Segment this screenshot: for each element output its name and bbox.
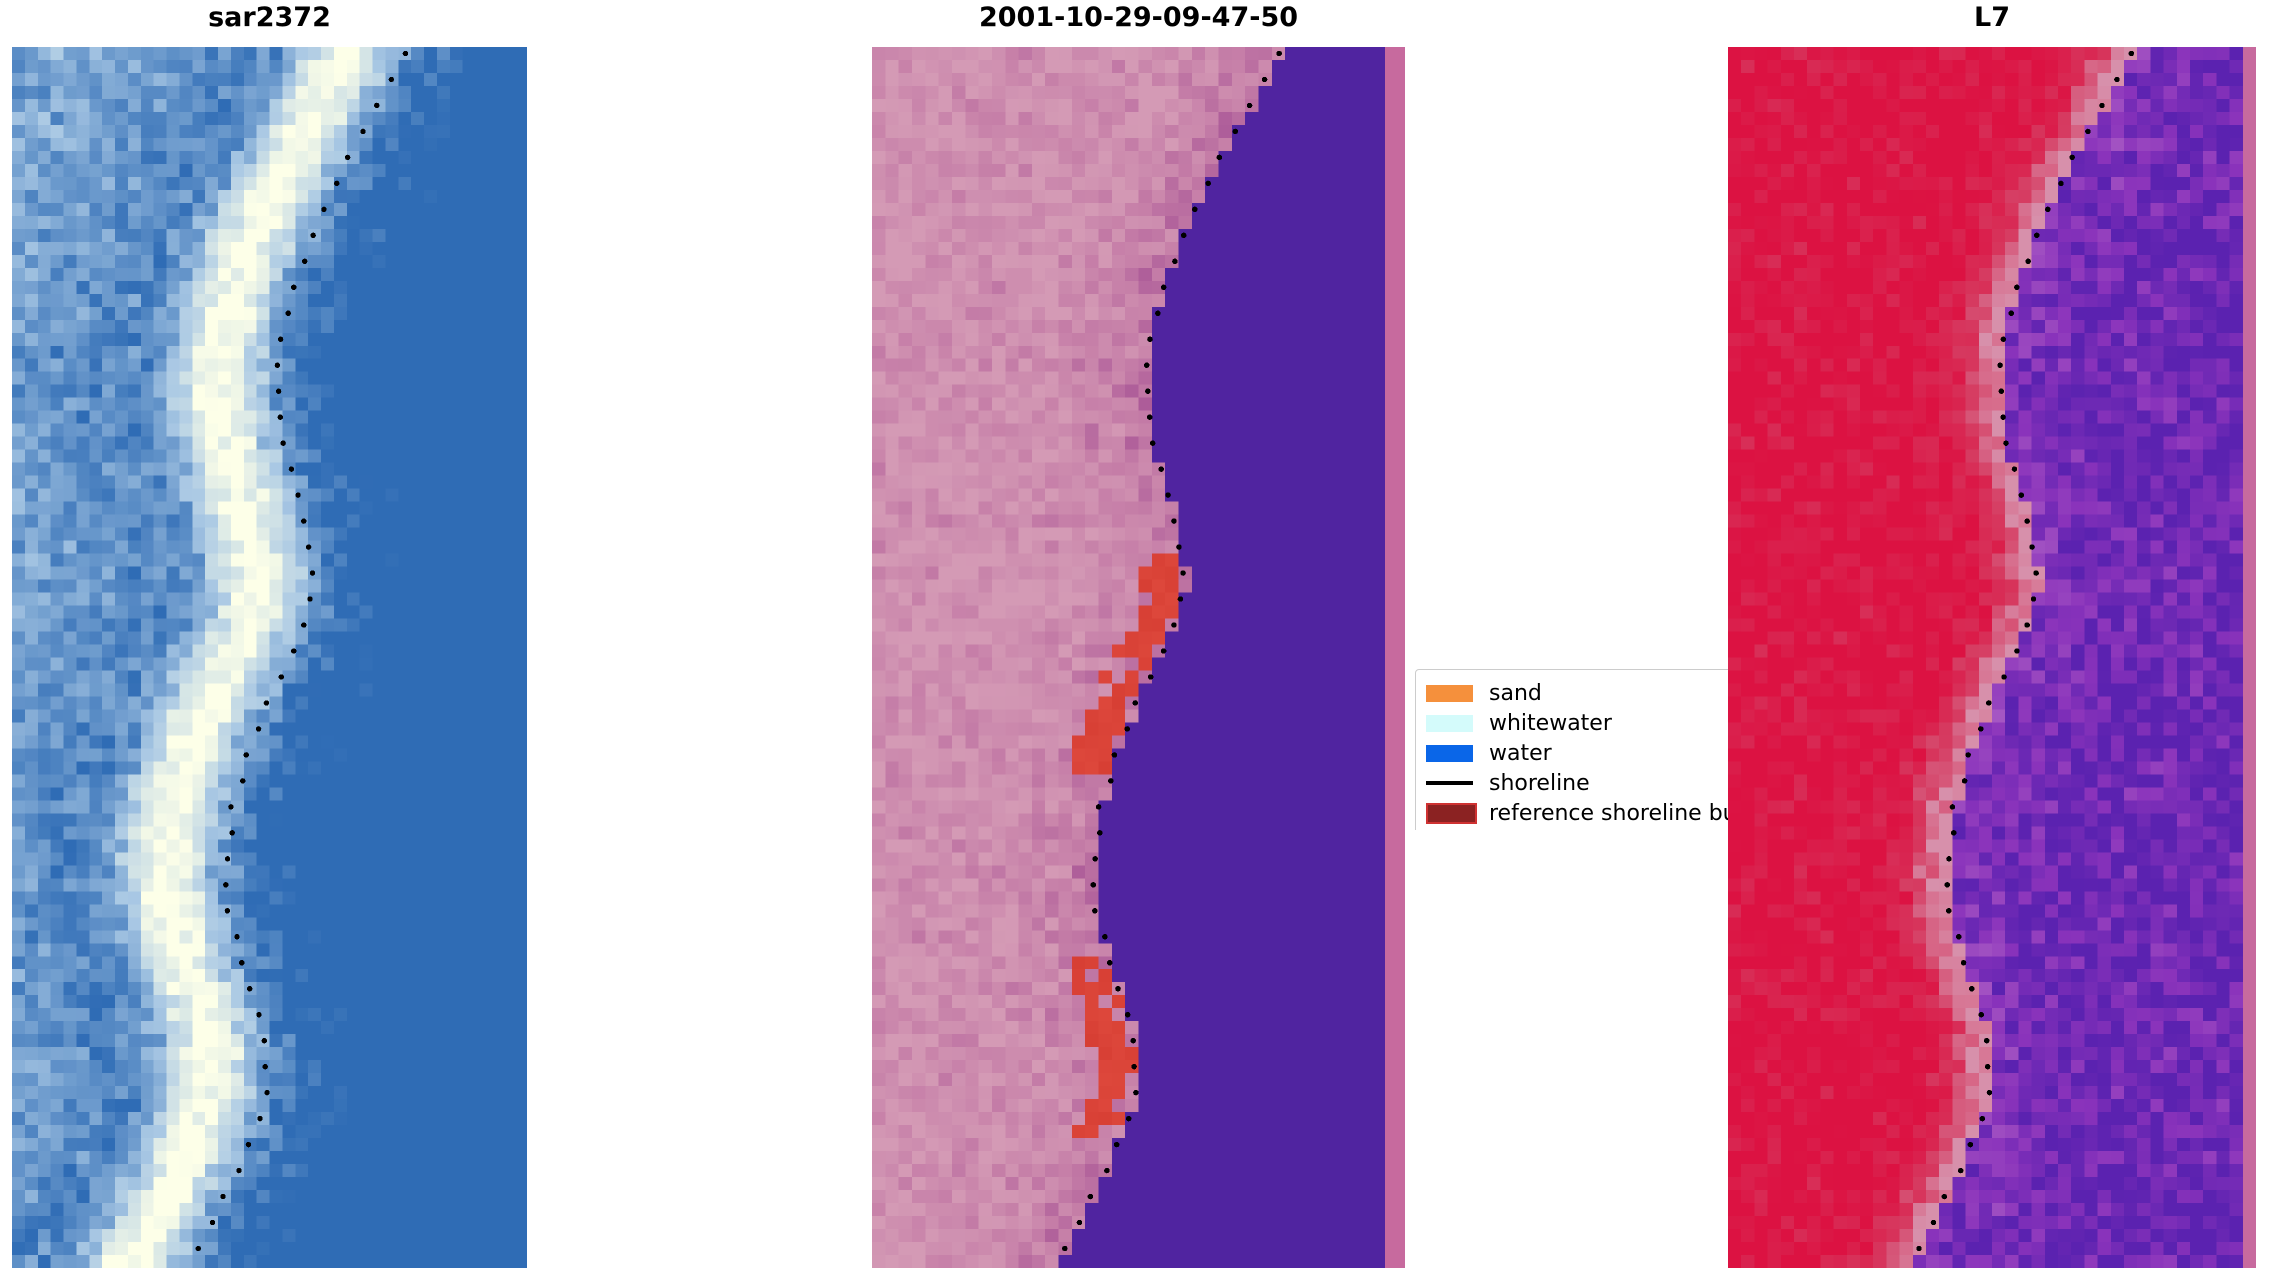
legend-label: reference shoreline buffer	[1489, 800, 1728, 826]
legend-line-swatch-icon	[1426, 781, 1473, 785]
panel-sar2372-title: sar2372	[208, 2, 331, 33]
sar2372-raster	[12, 47, 527, 1268]
legend-color-swatch-icon	[1426, 714, 1473, 732]
legend-item-whitewater[interactable]: whitewater	[1426, 708, 1728, 738]
l7-raster	[1728, 47, 2256, 1268]
legend-swatch-wrap	[1426, 714, 1484, 732]
legend-item-reference[interactable]: reference shoreline buffer	[1426, 798, 1728, 828]
panel-right-strip	[2243, 47, 2256, 1268]
legend-label: sand	[1489, 680, 1542, 706]
panel-2001-10-29-09-47-50-title: 2001-10-29-09-47-50	[978, 2, 1299, 33]
legend-color-swatch-icon	[1426, 802, 1477, 824]
panel-l7-title: L7	[1974, 2, 2010, 33]
panel-right-strip	[1385, 47, 1405, 1268]
legend-item-sand[interactable]: sand	[1426, 678, 1728, 708]
classified-raster	[872, 47, 1405, 1268]
legend-label: water	[1489, 740, 1552, 766]
legend-label: whitewater	[1489, 710, 1612, 736]
legend-swatch-wrap	[1426, 684, 1484, 702]
legend-swatch-wrap	[1426, 744, 1484, 762]
legend-label: shoreline	[1489, 770, 1590, 796]
legend-swatch-wrap	[1426, 802, 1484, 824]
legend-color-swatch-icon	[1426, 744, 1473, 762]
legend-item-shoreline[interactable]: shoreline	[1426, 768, 1728, 798]
panel-l7[interactable]	[1728, 47, 2256, 1268]
map-legend[interactable]: sand whitewater water shoreline reference sh…	[1415, 669, 1728, 830]
legend-color-swatch-icon	[1426, 684, 1473, 702]
legend-item-water[interactable]: water	[1426, 738, 1728, 768]
panel-2001-10-29-09-47-50[interactable]	[872, 47, 1405, 1268]
map-legend-clip: sand whitewater water shoreline reference sh…	[1415, 669, 1728, 830]
panel-sar2372[interactable]	[12, 47, 527, 1268]
legend-swatch-wrap	[1426, 781, 1484, 785]
